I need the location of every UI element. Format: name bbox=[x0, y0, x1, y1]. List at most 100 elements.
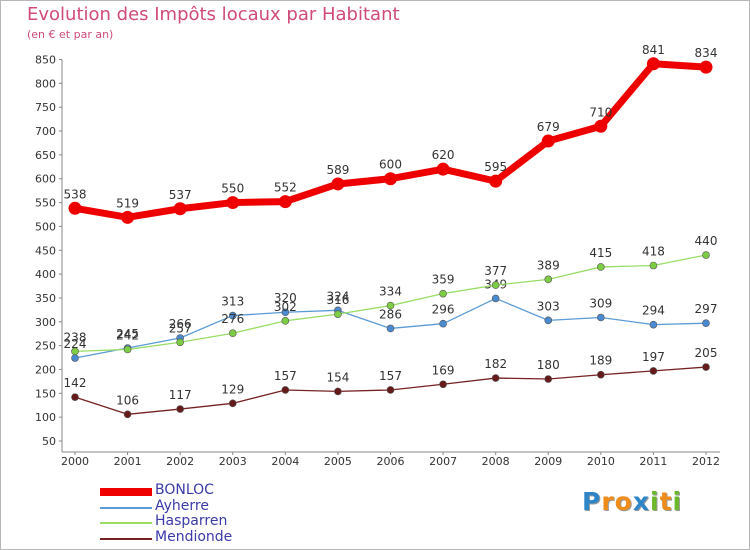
data-label-ayherre: 297 bbox=[695, 302, 718, 316]
data-point-mendionde bbox=[649, 367, 658, 375]
legend-label-mendionde: Mendionde bbox=[155, 529, 233, 545]
data-label-hasparren: 334 bbox=[379, 285, 402, 299]
data-point-mendionde bbox=[702, 363, 710, 371]
data-point-bonloc bbox=[173, 202, 187, 216]
data-label-hasparren: 238 bbox=[64, 330, 87, 344]
data-label-mendionde: 106 bbox=[116, 393, 139, 407]
data-label-bonloc: 589 bbox=[326, 163, 349, 177]
data-label-mendionde: 129 bbox=[221, 382, 244, 396]
data-label-hasparren: 418 bbox=[642, 245, 665, 259]
logo-letter: x bbox=[632, 487, 650, 516]
data-label-mendionde: 182 bbox=[484, 357, 507, 371]
data-point-hasparren bbox=[281, 317, 290, 325]
y-tick-label: 450 bbox=[35, 244, 56, 257]
data-point-bonloc bbox=[68, 201, 82, 215]
data-label-hasparren: 440 bbox=[695, 234, 718, 248]
data-point-bonloc bbox=[436, 162, 450, 176]
logo-letter: i bbox=[672, 487, 683, 516]
y-tick-label: 250 bbox=[35, 340, 56, 353]
data-point-mendionde bbox=[544, 375, 553, 383]
x-tick-label: 2006 bbox=[377, 455, 405, 468]
data-label-ayherre: 245 bbox=[116, 327, 139, 341]
x-tick-label: 2005 bbox=[324, 455, 352, 468]
data-label-bonloc: 841 bbox=[642, 43, 665, 57]
data-point-hasparren bbox=[597, 263, 605, 271]
data-label-mendionde: 154 bbox=[326, 370, 349, 384]
data-point-hasparren bbox=[491, 281, 500, 289]
logo-letter: t bbox=[659, 487, 673, 516]
data-point-mendionde bbox=[71, 393, 79, 401]
data-label-bonloc: 679 bbox=[537, 120, 560, 134]
data-label-ayherre: 309 bbox=[589, 296, 612, 310]
data-label-mendionde: 157 bbox=[379, 369, 402, 383]
y-tick-label: 700 bbox=[35, 125, 56, 138]
data-label-ayherre: 296 bbox=[432, 303, 455, 317]
data-point-hasparren bbox=[439, 289, 447, 298]
data-label-hasparren: 359 bbox=[432, 273, 455, 287]
data-label-hasparren: 276 bbox=[221, 312, 244, 326]
data-label-mendionde: 180 bbox=[537, 358, 560, 372]
data-label-ayherre: 324 bbox=[326, 289, 349, 303]
data-label-bonloc: 519 bbox=[116, 196, 139, 210]
data-point-ayherre bbox=[649, 320, 658, 329]
data-point-mendionde bbox=[123, 410, 132, 419]
data-point-mendionde bbox=[228, 399, 237, 408]
data-label-hasparren: 389 bbox=[537, 258, 560, 272]
data-label-bonloc: 834 bbox=[695, 46, 718, 60]
y-tick-label: 550 bbox=[35, 197, 56, 210]
data-point-ayherre bbox=[439, 319, 447, 328]
data-point-bonloc bbox=[121, 210, 135, 224]
data-label-hasparren: 377 bbox=[484, 264, 507, 278]
data-point-ayherre bbox=[597, 313, 605, 322]
data-label-bonloc: 550 bbox=[221, 182, 244, 196]
data-point-hasparren bbox=[544, 275, 553, 284]
data-label-hasparren: 302 bbox=[274, 300, 297, 314]
data-point-mendionde bbox=[491, 374, 500, 382]
x-tick-label: 2011 bbox=[639, 455, 667, 468]
data-label-ayherre: 224 bbox=[64, 337, 87, 351]
data-point-ayherre bbox=[386, 324, 395, 333]
y-tick-label: 800 bbox=[35, 77, 56, 90]
data-label-ayherre: 303 bbox=[537, 299, 560, 313]
legend-label-ayherre: Ayherre bbox=[155, 498, 209, 514]
y-tick-label: 400 bbox=[35, 268, 56, 281]
y-tick-label: 750 bbox=[35, 101, 56, 114]
data-point-ayherre bbox=[491, 294, 500, 303]
data-label-bonloc: 595 bbox=[484, 160, 507, 174]
data-label-ayherre: 320 bbox=[274, 291, 297, 305]
data-point-bonloc bbox=[699, 60, 713, 74]
proxiti-logo: Proxiti bbox=[582, 487, 682, 516]
logo-letter: r bbox=[601, 487, 615, 516]
x-tick-label: 2000 bbox=[61, 455, 89, 468]
data-label-ayherre: 294 bbox=[642, 304, 665, 318]
data-label-mendionde: 205 bbox=[695, 346, 718, 360]
data-label-bonloc: 620 bbox=[432, 148, 455, 162]
data-point-hasparren bbox=[386, 301, 395, 310]
data-point-bonloc bbox=[278, 195, 292, 209]
y-tick-label: 50 bbox=[42, 435, 56, 448]
data-point-mendionde bbox=[439, 380, 447, 389]
data-point-mendionde bbox=[176, 405, 184, 413]
data-label-mendionde: 197 bbox=[642, 350, 665, 364]
data-point-bonloc bbox=[226, 196, 240, 210]
data-label-ayherre: 313 bbox=[221, 295, 244, 309]
data-point-bonloc bbox=[541, 134, 555, 148]
x-tick-label: 2002 bbox=[166, 455, 194, 468]
data-label-bonloc: 537 bbox=[169, 188, 192, 202]
data-point-mendionde bbox=[281, 386, 290, 394]
y-tick-label: 100 bbox=[35, 411, 56, 424]
data-point-bonloc bbox=[594, 119, 608, 133]
y-tick-label: 650 bbox=[35, 149, 56, 162]
chart-subtitle: (en € et par an) bbox=[27, 28, 114, 41]
legend-swatch-mendionde bbox=[100, 538, 152, 540]
data-point-hasparren bbox=[228, 329, 237, 338]
data-label-mendionde: 117 bbox=[169, 388, 192, 402]
data-label-mendionde: 142 bbox=[64, 376, 87, 390]
y-tick-label: 150 bbox=[35, 387, 56, 400]
data-label-hasparren: 257 bbox=[169, 321, 192, 335]
data-label-ayherre: 286 bbox=[379, 307, 402, 321]
data-point-bonloc bbox=[331, 177, 345, 191]
chart-title: Evolution des Impôts locaux par Habitant bbox=[27, 4, 400, 25]
